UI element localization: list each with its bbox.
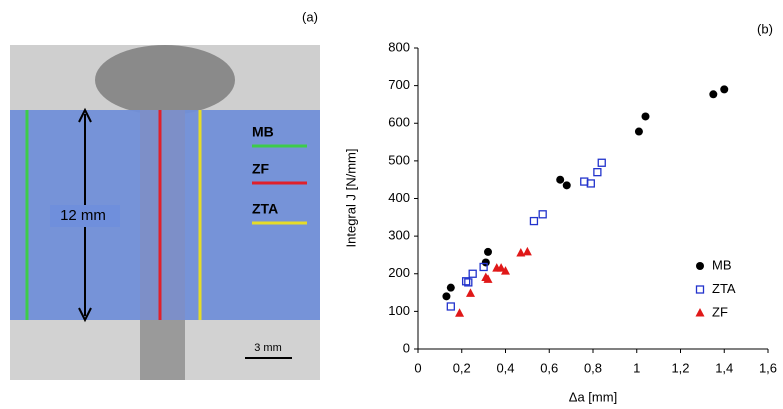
point [442,292,451,301]
point [484,247,492,256]
legend-label: ZTA [712,281,736,296]
y-tick-label: 300 [388,228,410,243]
dimension-label: 12 mm [60,207,106,224]
point [455,308,465,317]
x-tick-label: 1,2 [671,360,689,375]
point [446,302,455,311]
point [446,283,455,292]
panel-label: (b) [757,21,773,36]
panel-label: (a) [302,9,318,24]
point [641,112,650,121]
y-tick-label: 200 [388,265,410,280]
point [501,266,510,275]
point [516,248,526,257]
point [468,269,477,278]
x-tick-label: 1 [633,360,640,375]
zone-label: MB [252,124,274,140]
point [597,158,606,167]
x-tick-label: 0 [414,360,421,375]
y-tick-label: 0 [403,340,410,355]
y-axis-title: Integral J [N/mm] [343,149,358,248]
x-tick-label: 1,6 [759,360,777,375]
x-tick-label: 0,8 [584,360,602,375]
y-tick-label: 500 [388,152,410,167]
legend-label: MB [712,257,732,272]
point [481,258,490,267]
point [522,246,532,256]
legend-marker [695,285,705,294]
y-tick-label: 100 [388,303,410,318]
y-tick-label: 400 [388,190,410,205]
zone-label: ZF [252,161,270,177]
point [483,274,493,283]
point [529,216,539,226]
point [496,263,506,272]
weld-cap [95,45,235,115]
point [464,278,473,287]
x-tick-label: 1,4 [715,360,733,375]
point [461,277,471,286]
arrow-heads [78,107,92,323]
point [466,288,475,297]
legend-label: ZF [712,304,728,319]
fusion-zone [140,110,185,320]
y-tick-label: 800 [388,39,410,54]
point [479,262,488,272]
y-tick-label: 700 [388,77,410,92]
point [709,90,718,99]
weld-root [140,320,185,380]
legend-marker [695,308,705,317]
point [720,85,729,94]
label-bg [50,205,120,227]
point [562,181,571,190]
point [556,175,565,184]
point [593,168,602,177]
x-axis-title: Δa [mm] [569,389,617,404]
point [586,179,595,188]
scale-bar-label: 3 mm [254,342,282,354]
y-tick-label: 600 [388,115,410,130]
x-tick-label: 0,2 [453,360,471,375]
point [634,127,643,136]
point [538,210,547,219]
x-tick-label: 0,6 [540,360,558,375]
legend-marker [696,262,704,270]
zone-label: ZTA [252,201,278,217]
x-tick-label: 0,4 [496,360,514,375]
